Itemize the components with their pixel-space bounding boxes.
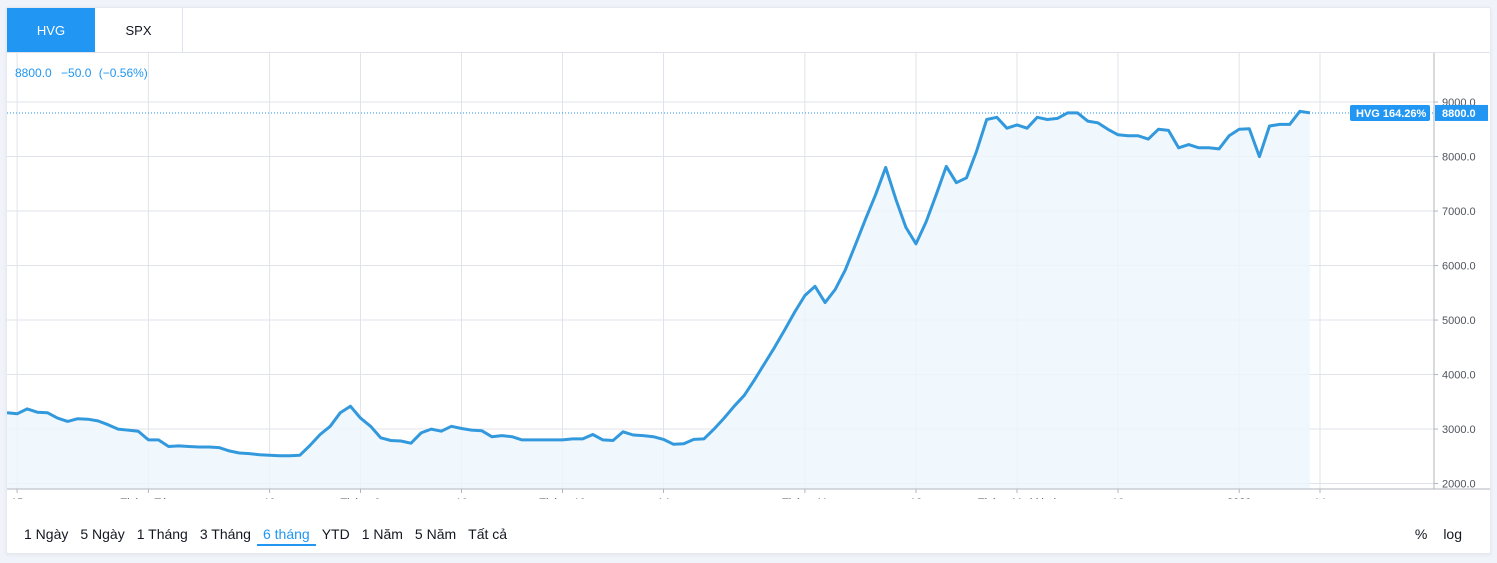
log-scale-toggle[interactable]: log (1443, 526, 1462, 542)
chart-area[interactable]: 2000.0 3000.0 4000.0 5000.0 6000.0 7000.0 8000… (7, 53, 1490, 499)
range-selector: 1 Ngày 5 Ngày 1 Tháng 3 Tháng 6 tháng YT… (18, 524, 513, 546)
range-6m[interactable]: 6 tháng (256, 524, 316, 546)
legend-change-pct: (−0.56%) (99, 66, 148, 80)
range-3m[interactable]: 3 Tháng (199, 526, 251, 542)
badge-series-bg (1350, 104, 1430, 121)
x-tick-label: 2020 (1227, 497, 1251, 499)
chart-widget: HVG SPX 2000.0 3000.0 4000.0 5000.0 6000.0 70… (6, 7, 1491, 554)
range-all[interactable]: Tất cả (468, 526, 508, 542)
x-tick-label: 15 (11, 497, 23, 499)
series-line-hvg (7, 109, 1311, 458)
x-tick-label: Tháng 9 (340, 497, 380, 499)
tab-hvg[interactable]: HVG (7, 8, 95, 52)
badge-value-label: 8800.0 (1442, 108, 1476, 120)
x-tick-label: 16 (455, 497, 467, 499)
x-tick-label: 19 (263, 497, 275, 499)
x-tick-label: 14 (1314, 497, 1326, 499)
symbol-tabs: HVG SPX (7, 8, 1490, 53)
tab-spx[interactable]: SPX (95, 8, 183, 52)
time-axis[interactable]: 15 Tháng Tám 19 Tháng 9 16 Tháng 10 14 Tháng 11… (11, 489, 1326, 499)
range-1y[interactable]: 1 Năm (361, 526, 403, 542)
price-axis[interactable]: 2000.0 3000.0 4000.0 5000.0 6000.0 7000.0 8000… (1434, 97, 1476, 491)
x-tick-label: Tháng Mười hai (978, 497, 1056, 499)
price-chart[interactable]: 2000.0 3000.0 4000.0 5000.0 6000.0 7000.0 8000… (7, 53, 1490, 499)
range-1d[interactable]: 1 Ngày (24, 526, 69, 542)
range-toolbar: 1 Ngày 5 Ngày 1 Tháng 3 Tháng 6 tháng YT… (7, 520, 1490, 550)
y-tick-label: 5000.0 (1442, 315, 1476, 327)
range-1m[interactable]: 1 Tháng (136, 526, 188, 542)
x-tick-label: 16 (1112, 497, 1124, 499)
badge-value-bg (1435, 104, 1488, 121)
area-fill (7, 111, 1310, 490)
y-tick-label: 7000.0 (1442, 206, 1476, 218)
x-tick-label: 14 (657, 497, 669, 499)
legend-price: 8800.0 (15, 66, 52, 80)
y-tick-label: 8000.0 (1442, 152, 1476, 164)
range-5y[interactable]: 5 Năm (414, 526, 457, 542)
y-tick-label: 3000.0 (1442, 424, 1476, 436)
range-ytd[interactable]: YTD (321, 526, 350, 542)
price-badge: HVG 164.26% 8800.0 (1350, 104, 1488, 121)
percent-scale-toggle[interactable]: % (1414, 526, 1428, 542)
legend: 8800.0 −50.0 (−0.56%) (15, 66, 148, 80)
x-tick-label: Tháng 11 (782, 497, 828, 499)
x-tick-label: Tháng 10 (539, 497, 585, 499)
x-tick-label: 18 (910, 497, 922, 499)
y-tick-label: 2000.0 (1442, 479, 1476, 491)
scale-options: % log (1407, 524, 1470, 544)
range-5d[interactable]: 5 Ngày (80, 526, 125, 542)
y-tick-label: 4000.0 (1442, 370, 1476, 382)
x-tick-label: Tháng Tám (120, 497, 176, 499)
legend-change: −50.0 (61, 66, 92, 80)
badge-series-label: HVG 164.26% (1356, 108, 1427, 120)
y-tick-label: 6000.0 (1442, 261, 1476, 273)
